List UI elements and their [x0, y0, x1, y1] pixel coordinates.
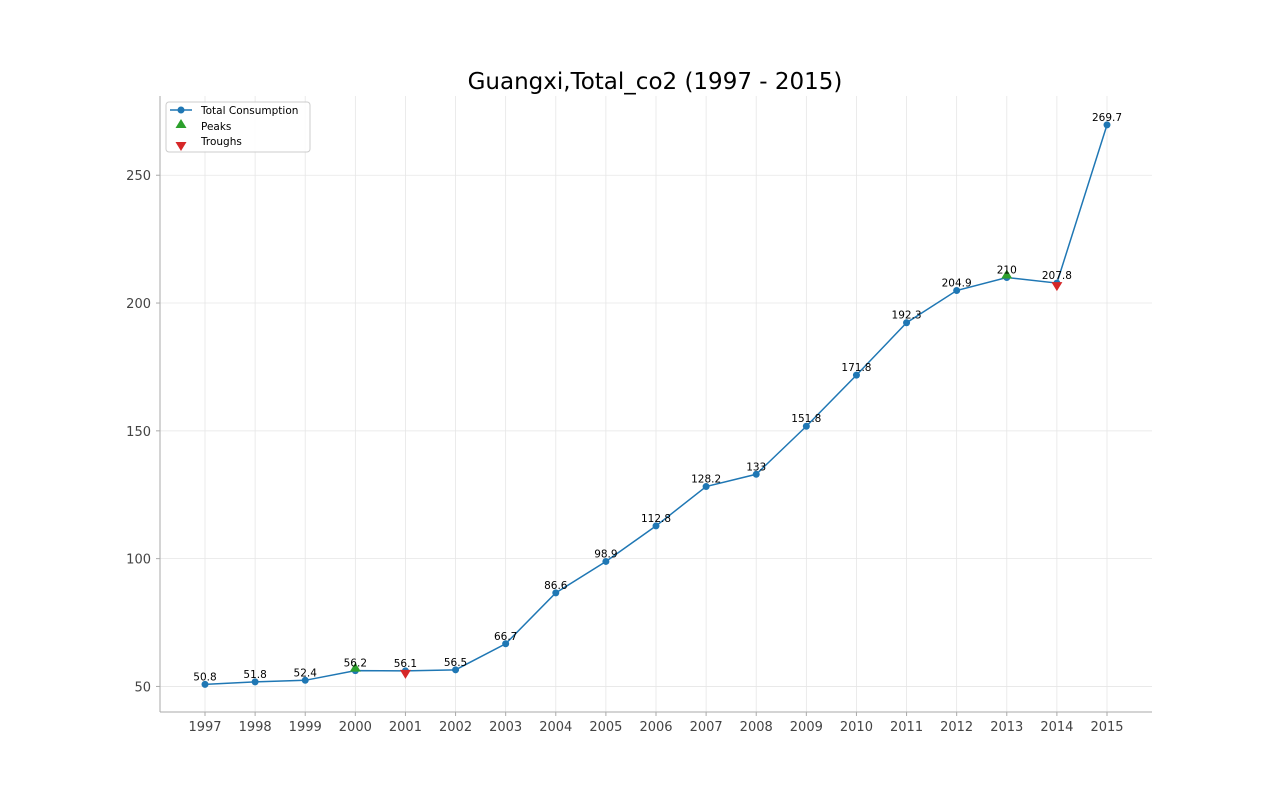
x-tick-label: 2006 — [639, 720, 672, 735]
data-point — [502, 640, 510, 648]
y-tick-label: 250 — [126, 169, 151, 184]
tick-labels: 1997 1998 1999 2000 2001 2002 2003 2004 2005 2006… — [126, 169, 1123, 735]
data-label: 86.6 — [544, 580, 568, 592]
trough-marker — [399, 669, 411, 679]
data-point — [953, 287, 961, 295]
x-tick-label: 2001 — [389, 720, 422, 735]
data-label: 210 — [997, 264, 1017, 276]
x-tick-label: 2008 — [740, 720, 773, 735]
y-tick-label: 150 — [126, 425, 151, 440]
data-label: 50.8 — [193, 671, 216, 683]
x-tick-label: 2015 — [1090, 720, 1123, 735]
data-labels: 50.8 51.8 52.4 56.2 56.1 56.5 66.7 86.6 98.9 112.… — [193, 112, 1122, 684]
x-tick-label: 1997 — [188, 720, 221, 735]
data-point — [752, 470, 760, 478]
x-tick-label: 2012 — [940, 720, 973, 735]
data-label: 151.8 — [791, 413, 821, 425]
data-point — [552, 589, 560, 597]
x-tick-label: 2007 — [690, 720, 723, 735]
data-label: 52.4 — [294, 667, 318, 679]
legend-peak-triangle-icon — [175, 119, 187, 128]
x-tick-label: 2010 — [840, 720, 873, 735]
trough-marker — [1051, 282, 1063, 292]
data-point — [702, 483, 710, 491]
y-tick-label: 200 — [126, 297, 151, 312]
data-label: 56.1 — [394, 658, 417, 670]
peak-trough-markers — [349, 269, 1063, 679]
data-point — [852, 371, 860, 379]
x-tick-label: 1999 — [289, 720, 322, 735]
x-tick-label: 2009 — [790, 720, 823, 735]
peak-marker — [349, 662, 361, 672]
data-label: 112.8 — [641, 513, 671, 525]
x-tick-label: 2011 — [890, 720, 923, 735]
data-point — [1103, 121, 1111, 129]
legend-circle-marker — [177, 106, 185, 114]
data-label: 56.2 — [344, 658, 367, 670]
x-tick-label: 1998 — [239, 720, 272, 735]
x-tick-label: 2002 — [439, 720, 472, 735]
y-tick-label: 100 — [126, 553, 151, 568]
legend-label-peaks: Peaks — [201, 121, 231, 133]
x-tick-label: 2004 — [539, 720, 572, 735]
x-tick-label: 2013 — [990, 720, 1023, 735]
data-point — [652, 522, 660, 530]
legend-frame — [165, 101, 311, 153]
data-label: 269.7 — [1092, 112, 1122, 124]
data-point — [602, 557, 610, 565]
y-tick-label: 50 — [134, 680, 151, 695]
legend-trough-triangle-icon — [175, 142, 187, 151]
peak-marker — [1001, 269, 1013, 279]
x-tick-label: 2000 — [339, 720, 372, 735]
data-label: 98.9 — [594, 548, 617, 560]
data-label: 192.3 — [892, 310, 922, 322]
data-label: 128.2 — [691, 474, 721, 486]
data-point — [452, 666, 460, 674]
x-tick-label: 2014 — [1040, 720, 1073, 735]
data-point — [251, 678, 259, 686]
chart-title: Guangxi,Total_co2 (1997 - 2015) — [468, 69, 843, 95]
x-tick-label: 2005 — [589, 720, 622, 735]
legend-label-series: Total Consumption — [200, 105, 298, 117]
data-label: 133 — [746, 461, 766, 473]
data-label: 171.8 — [841, 362, 871, 374]
legend: Total Consumption Peaks Troughs — [165, 101, 311, 153]
grid — [160, 96, 1152, 712]
data-point — [802, 422, 810, 430]
data-label: 56.5 — [444, 657, 467, 669]
legend-label-troughs: Troughs — [200, 136, 242, 148]
x-tick-label: 2003 — [489, 720, 522, 735]
data-point — [201, 680, 209, 688]
data-label: 51.8 — [243, 669, 266, 681]
data-point — [903, 319, 911, 327]
data-label: 204.9 — [942, 278, 972, 290]
data-label: 66.7 — [494, 631, 517, 643]
data-point — [301, 676, 309, 684]
data-label: 207.8 — [1042, 270, 1072, 282]
